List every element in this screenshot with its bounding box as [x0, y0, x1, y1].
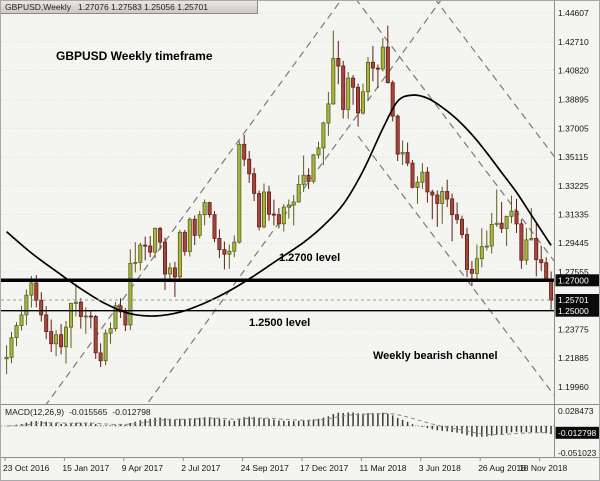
time-axis-label: 23 Oct 2016 — [3, 463, 50, 473]
symbol-timeframe-label: GBPUSD,Weekly — [5, 1, 71, 12]
time-axis-label: 26 Aug 2018 — [478, 463, 526, 473]
ohlc-values: 1.27076 1.27583 1.25056 1.25701 — [77, 1, 208, 12]
annotation-2700-level: 1.2700 level — [279, 252, 341, 264]
time-axis-label: 9 Apr 2017 — [122, 463, 163, 473]
macd-axis-max: 0.028473 — [558, 406, 594, 416]
macd-axis-min: -0.051023 — [558, 448, 597, 458]
price-axis-label: 1.19960 — [558, 382, 589, 392]
annotation-timeframe: GBPUSD Weekly timeframe — [56, 49, 213, 63]
price-axis-label: 1.21885 — [558, 353, 589, 363]
time-axis-label: 24 Sep 2017 — [241, 463, 289, 473]
time-axis-label: 17 Dec 2017 — [300, 463, 348, 473]
price-axis-labels[interactable]: 1.44607 1.42710 1.40820 1.38895 1.37005 1.351… — [558, 8, 589, 392]
price-axis-label: 1.42710 — [558, 37, 589, 47]
time-axis-label: 2 Jul 2017 — [181, 463, 220, 473]
price-badge — [555, 294, 599, 306]
candlestick-series — [4, 25, 554, 375]
price-axis-label: 1.29445 — [558, 238, 589, 248]
price-axis-label: 1.40820 — [558, 66, 589, 76]
price-axis-label: 1.37005 — [558, 123, 589, 133]
ascending-channel-upper — [146, 1, 442, 404]
macd-indicator-label: MACD(12,26,9) -0.015565 -0.012798 — [5, 407, 151, 417]
price-axis-label: 1.35115 — [558, 152, 588, 162]
macd-name: MACD(12,26,9) — [5, 407, 65, 417]
channel-trendlines[interactable] — [38, 1, 556, 431]
price-axis-label: 1.33225 — [558, 181, 589, 191]
bearish-channel-lower — [357, 135, 554, 397]
macd-signal-line — [6, 413, 552, 436]
price-badge — [555, 304, 599, 317]
time-axis-label: 18 Nov 2018 — [519, 463, 567, 473]
annotation-bearish-channel: Weekly bearish channel — [373, 350, 498, 362]
macd-badge — [555, 426, 599, 439]
time-axis-label: 11 Mar 2018 — [359, 463, 406, 473]
price-axis-label: 1.23775 — [558, 324, 589, 334]
bearish-channel-upper — [356, 1, 554, 262]
time-axis-label: 15 Jan 2017 — [62, 463, 109, 473]
time-axis-label: 3 Jun 2018 — [419, 463, 461, 473]
macd-signal-value: -0.012798 — [112, 407, 151, 417]
price-badge-label: 1.25701 — [558, 295, 589, 305]
price-axis-label: 1.31335 — [558, 210, 589, 220]
macd-value: -0.015565 — [69, 407, 108, 417]
macd-badge-label: -0.012798 — [558, 428, 597, 438]
price-badge-label: 1.27000 — [558, 276, 589, 286]
chart-title-bar[interactable]: GBPUSD,Weekly 1.27076 1.27583 1.25056 1.… — [1, 1, 258, 14]
price-badge — [555, 274, 599, 287]
price-badge-label: 1.25000 — [558, 306, 589, 316]
time-axis[interactable]: 23 Oct 2016 15 Jan 2017 9 Apr 2017 2 Jul 20… — [3, 458, 567, 473]
price-axis-label: 1.38895 — [558, 95, 589, 105]
price-axis-label: 1.44607 — [558, 8, 589, 18]
ascending-channel-lower — [45, 1, 342, 404]
price-axis-label: 1.27555 — [558, 267, 589, 277]
moving-average-line — [6, 94, 552, 317]
annotation-2500-level: 1.2500 level — [249, 317, 311, 329]
